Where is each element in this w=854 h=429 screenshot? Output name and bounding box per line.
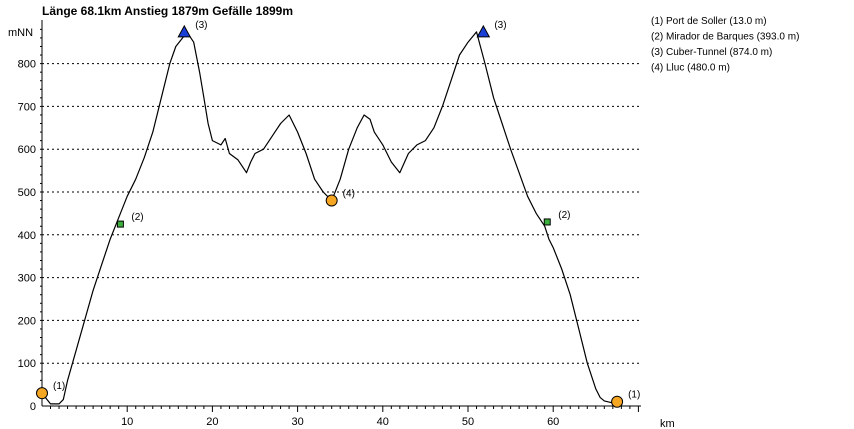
waypoint-label-3: (3) xyxy=(195,20,207,31)
y-tick-label-200: 200 xyxy=(18,315,36,327)
x-axis-label: km xyxy=(660,418,675,429)
waypoint-label-1: (1) xyxy=(53,381,65,392)
x-tick-label-40: 40 xyxy=(377,416,389,428)
waypoint-marker-1 xyxy=(36,387,48,400)
waypoint-marker-6 xyxy=(543,218,551,226)
y-tick-label-600: 600 xyxy=(18,144,36,156)
y-tick-label-800: 800 xyxy=(18,59,36,71)
elevation-line-0 xyxy=(41,31,623,405)
legend-item-1: (1) Port de Soller (13.0 m) xyxy=(651,16,767,27)
chart-title: Länge 68.1km Anstieg 1879m Gefälle 1899m xyxy=(42,4,293,18)
markers-group: (1) (2) (3) (4) (3) (2) (1) xyxy=(36,20,640,408)
legend-item-3: (3) Cuber-Tunnel (874.0 m) xyxy=(651,47,772,58)
y-tick-label-100: 100 xyxy=(18,358,36,370)
x-tick-label-20: 20 xyxy=(206,416,218,428)
y-tick-label-400: 400 xyxy=(18,230,36,242)
waypoint-marker-2 xyxy=(116,220,124,228)
x-tick-label-50: 50 xyxy=(462,416,474,428)
axes xyxy=(40,20,641,412)
legend-item-4: (4) Lluc (480.0 m) xyxy=(651,63,730,74)
y-tick-labels: 0 100 200 300 400 500 600 700 800 xyxy=(18,59,36,413)
y-tick-label-500: 500 xyxy=(18,187,36,199)
waypoint-label-6: (2) xyxy=(558,210,570,221)
waypoint-label-2: (2) xyxy=(131,212,143,223)
y-tick-label-300: 300 xyxy=(18,273,36,285)
waypoint-marker-5 xyxy=(476,24,491,38)
waypoint-label-4: (4) xyxy=(343,189,355,200)
legend-item-2: (2) Mirador de Barques (393.0 m) xyxy=(651,32,799,43)
x-tick-label-10: 10 xyxy=(121,416,133,428)
waypoint-label-7: (1) xyxy=(628,390,640,401)
y-tick-label-0: 0 xyxy=(30,401,36,413)
series-group xyxy=(41,31,623,405)
legend: (1) Port de Soller (13.0 m) (2) Mirador d… xyxy=(651,16,799,74)
waypoint-marker-4 xyxy=(325,194,338,207)
waypoint-label-5: (3) xyxy=(494,20,506,31)
y-tick-label-700: 700 xyxy=(18,101,36,113)
x-tick-label-30: 30 xyxy=(291,416,303,428)
waypoint-marker-7 xyxy=(611,395,624,408)
x-tick-labels: 10 20 30 40 50 60 xyxy=(121,416,559,428)
y-axis-label: mNN xyxy=(8,27,33,39)
x-tick-label-60: 60 xyxy=(547,416,559,428)
waypoint-marker-3 xyxy=(177,24,192,38)
